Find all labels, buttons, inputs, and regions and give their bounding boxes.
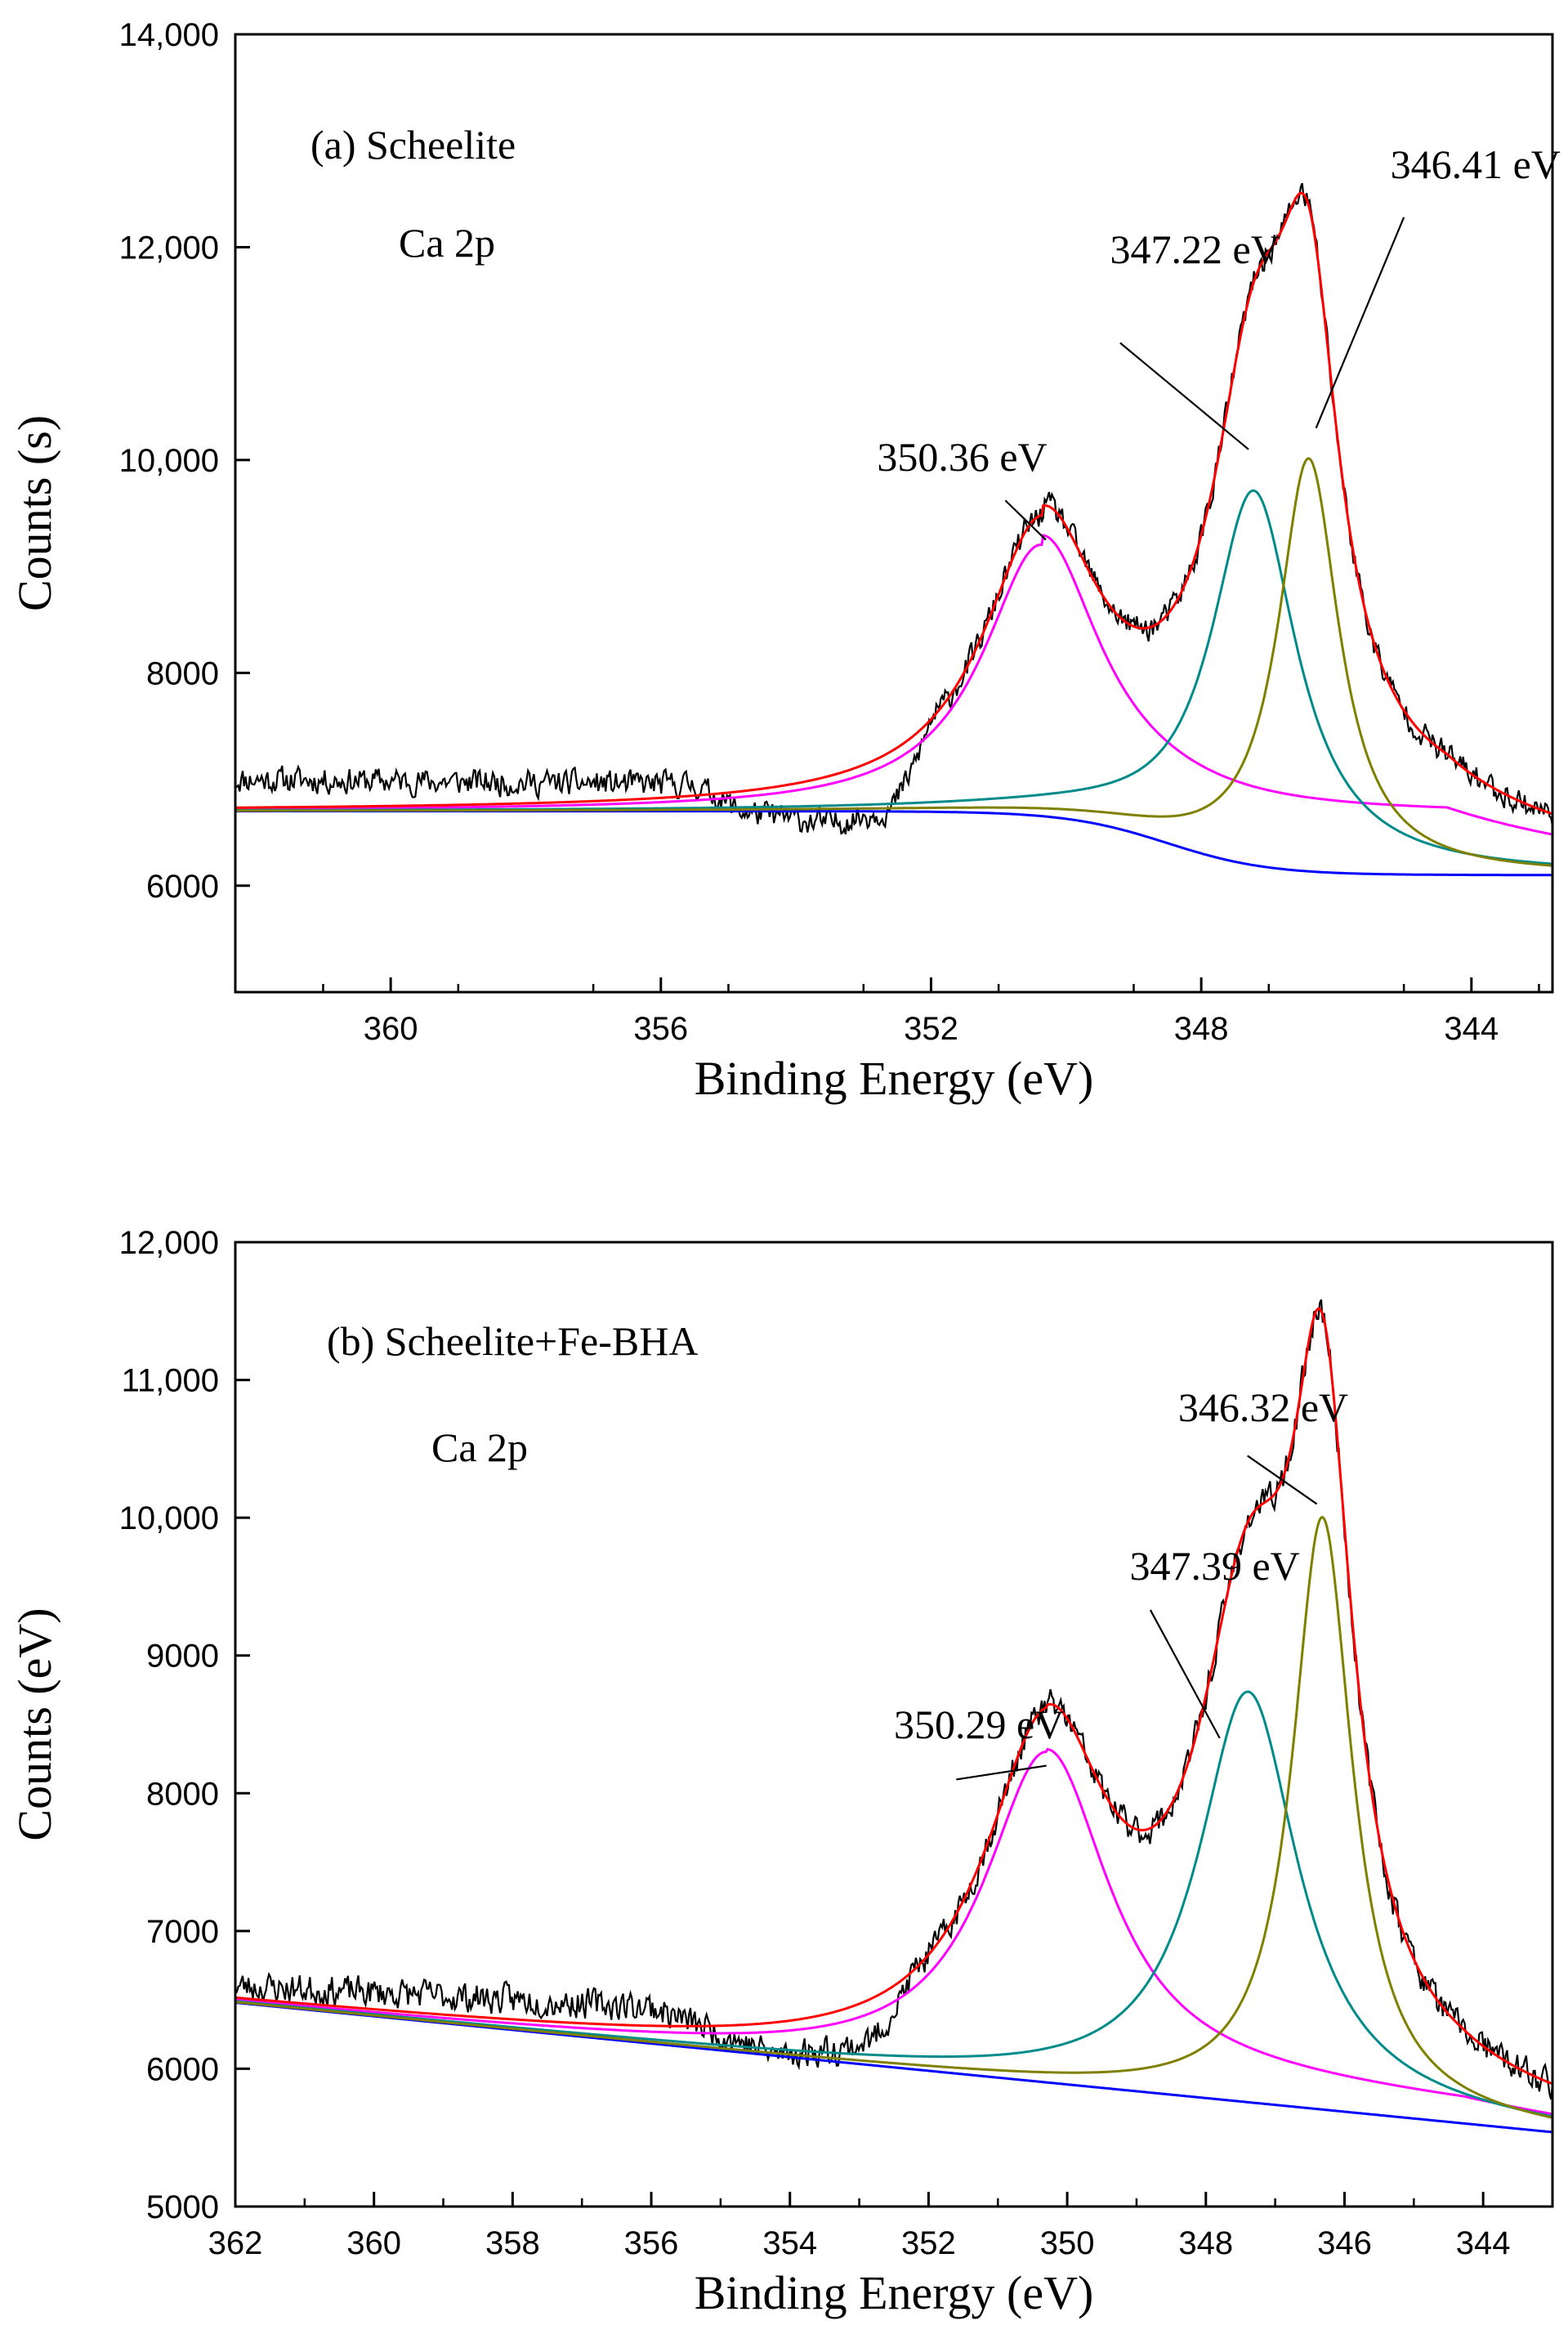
peak-annotation-leader [1247, 1455, 1318, 1505]
peak-annotation-leader [1119, 342, 1249, 450]
peak-annotation-leader [1149, 1609, 1221, 1739]
panel-title: (a) Scheelite [310, 122, 516, 168]
raw-spectrum-line [235, 182, 1552, 835]
y-tick-label: 12,000 [119, 1225, 219, 1261]
peak-annotation-leader [1315, 217, 1405, 429]
peak-annotation-label: 347.39 eV [1129, 1543, 1299, 1589]
x-tick-label: 354 [762, 2225, 817, 2261]
peak-component-0 [235, 1747, 1552, 2116]
y-tick-label: 8000 [146, 655, 219, 691]
raw-spectrum-line [235, 1299, 1552, 2100]
peak-annotation-label: 350.29 eV [894, 1701, 1064, 1747]
peak-component-2 [235, 457, 1552, 867]
fit-envelope-line [235, 191, 1552, 816]
chart-panel-0: 360 356 352 348 344 6000 8000 10,000 12,000 14,00… [8, 17, 1561, 1105]
peak-annotation-label: 347.22 eV [1110, 226, 1280, 272]
panel-subtitle: Ca 2p [431, 1424, 528, 1470]
x-tick-label: 352 [901, 2225, 956, 2261]
y-tick-label: 6000 [146, 869, 219, 905]
peak-component-0 [235, 534, 1552, 836]
fit-envelope-line [235, 1307, 1552, 2086]
x-tick-label: 348 [1174, 1011, 1229, 1047]
peak-annotation-label: 346.32 eV [1178, 1384, 1348, 1430]
peak-annotation-label: 350.36 eV [877, 434, 1047, 480]
y-axis-label: Counts (eV) [8, 1607, 61, 1840]
peak-component-1 [235, 1690, 1552, 2118]
x-tick-label: 344 [1456, 2225, 1511, 2261]
y-tick-label: 11,000 [122, 1363, 219, 1399]
y-tick-label: 7000 [146, 1914, 219, 1950]
plot-area [235, 182, 1552, 877]
peak-component-2 [235, 1515, 1552, 2119]
plot-frame [234, 33, 1554, 994]
x-tick-label: 356 [624, 2225, 679, 2261]
peak-annotation-leader [1004, 499, 1047, 541]
peak-annotation-leader [956, 1764, 1047, 1781]
x-tick-label: 350 [1040, 2225, 1095, 2261]
y-tick-label: 5000 [146, 2189, 219, 2225]
plot-area [235, 1299, 1552, 2134]
panel-title: (b) Scheelite+Fe-BHA [327, 1318, 698, 1364]
x-tick-label: 360 [346, 2225, 401, 2261]
x-tick-label: 344 [1444, 1011, 1499, 1047]
y-tick-label: 10,000 [119, 443, 219, 479]
x-tick-label: 348 [1178, 2225, 1233, 2261]
x-tick-label: 362 [208, 2225, 263, 2261]
panel-subtitle: Ca 2p [399, 220, 495, 266]
x-tick-label: 356 [633, 1011, 688, 1047]
y-tick-label: 12,000 [119, 230, 219, 266]
x-tick-label: 360 [364, 1011, 418, 1047]
plot-frame [234, 1241, 1554, 2208]
y-tick-label: 14,000 [119, 17, 219, 53]
y-tick-label: 9000 [146, 1639, 219, 1675]
y-tick-label: 6000 [146, 2051, 219, 2087]
x-axis-label: Binding Energy (eV) [695, 2266, 1094, 2319]
y-axis-label: Counts (s) [8, 415, 61, 611]
x-tick-label: 346 [1317, 2225, 1372, 2261]
background-line [235, 810, 1552, 877]
y-tick-label: 10,000 [119, 1500, 219, 1536]
peak-annotation-label: 346.41 eV [1391, 141, 1561, 187]
y-tick-label: 8000 [146, 1776, 219, 1812]
chart-panel-1: 362 360 358 356 354 352 350 348 346 344 5000 6000 70… [8, 1225, 1554, 2319]
x-tick-label: 358 [485, 2225, 540, 2261]
x-axis-label: Binding Energy (eV) [695, 1052, 1094, 1105]
x-tick-label: 352 [904, 1011, 958, 1047]
